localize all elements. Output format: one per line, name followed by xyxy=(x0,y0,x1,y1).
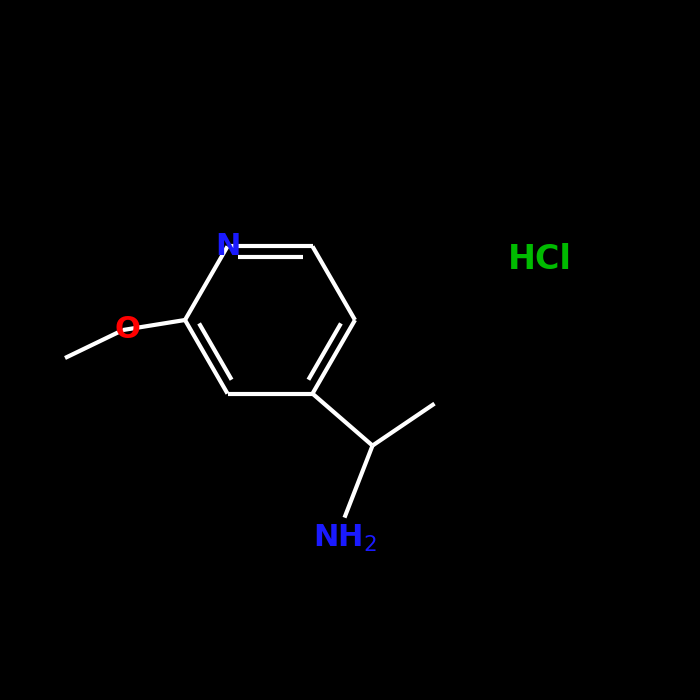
Text: N: N xyxy=(215,232,240,261)
Text: NH$_2$: NH$_2$ xyxy=(312,523,377,554)
Text: HCl: HCl xyxy=(508,244,572,276)
Text: O: O xyxy=(114,316,140,344)
